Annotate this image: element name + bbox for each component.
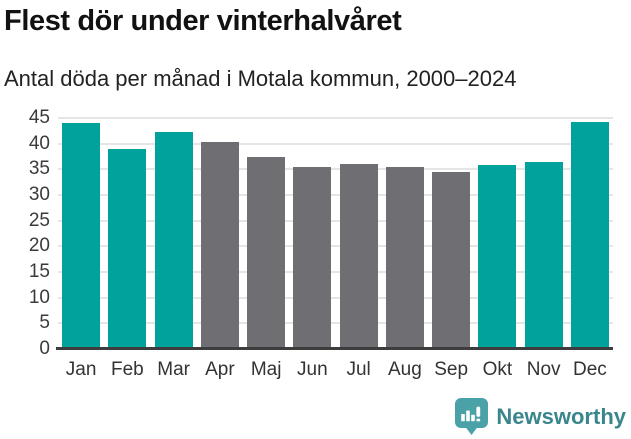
- chart-subtitle: Antal döda per månad i Motala kommun, 20…: [4, 66, 517, 91]
- gridline-10: [58, 296, 613, 299]
- x-axis-label-nov: Nov: [526, 359, 561, 380]
- bar-jun: [293, 167, 332, 349]
- plot-area: [58, 117, 613, 349]
- bar-dec: [570, 122, 609, 349]
- gridline-25: [58, 219, 613, 222]
- x-axis-line: [56, 347, 613, 350]
- brand-name: Newsworthy: [496, 403, 626, 429]
- bar-jul: [339, 163, 378, 349]
- bar-feb: [108, 149, 147, 349]
- y-axis-label-45: 45: [28, 107, 50, 128]
- y-axis-label-20: 20: [28, 235, 50, 257]
- newsworthy-pin-bar-chart-icon: [455, 398, 489, 435]
- exclamation-stem: [476, 406, 481, 417]
- x-axis-label-jan: Jan: [65, 359, 97, 380]
- bar-nov: [524, 161, 563, 349]
- y-axis-label-30: 30: [28, 184, 50, 205]
- mini-bar-3: [471, 414, 476, 422]
- bar-mar: [154, 132, 193, 349]
- x-axis-label-okt: Okt: [482, 359, 513, 380]
- x-axis-label-maj: Maj: [250, 359, 282, 380]
- y-axis-label-0: 0: [39, 338, 50, 359]
- y-axis-label-40: 40: [28, 132, 50, 154]
- x-axis-label-feb: Feb: [111, 359, 144, 380]
- exclamation-dot: [476, 418, 481, 422]
- gridline-5: [58, 322, 613, 325]
- bar-chart: 0 5 10 15 20 25 30 35 40 45 Jan Feb Mar Apr Maj Jun Jul…: [0, 107, 631, 408]
- bar-aug: [385, 167, 424, 349]
- bar-sep: [432, 172, 471, 349]
- y-axis-label-5: 5: [39, 312, 50, 334]
- y-axis-label-10: 10: [28, 286, 50, 308]
- y-axis-label-15: 15: [28, 261, 50, 282]
- y-axis-label-35: 35: [28, 158, 50, 180]
- x-axis-label-apr: Apr: [205, 359, 235, 380]
- gridline-45: [58, 117, 613, 119]
- y-axis-label-25: 25: [28, 209, 50, 231]
- x-axis-label-mar: Mar: [157, 359, 190, 380]
- x-axis-label-dec: Dec: [572, 359, 607, 380]
- bar-apr: [200, 141, 239, 349]
- mini-bar-2: [466, 410, 471, 422]
- x-axis-label-sep: Sep: [434, 359, 469, 380]
- newsworthy-logo: Newsworthy: [455, 398, 626, 435]
- x-axis-label-jun: Jun: [297, 359, 328, 380]
- x-axis-label-jul: Jul: [346, 359, 371, 380]
- bar-maj: [247, 157, 286, 349]
- mini-bar-1: [461, 414, 466, 422]
- gridline-40: [58, 142, 613, 145]
- gridline-30: [58, 194, 613, 196]
- bar-okt: [478, 165, 517, 349]
- gridline-20: [58, 245, 613, 248]
- bar-jan: [62, 123, 101, 349]
- x-axis-label-aug: Aug: [387, 359, 422, 380]
- gridline-35: [58, 168, 613, 171]
- chart-title: Flest dör under vinterhalvåret: [4, 5, 402, 37]
- gridline-15: [58, 271, 613, 273]
